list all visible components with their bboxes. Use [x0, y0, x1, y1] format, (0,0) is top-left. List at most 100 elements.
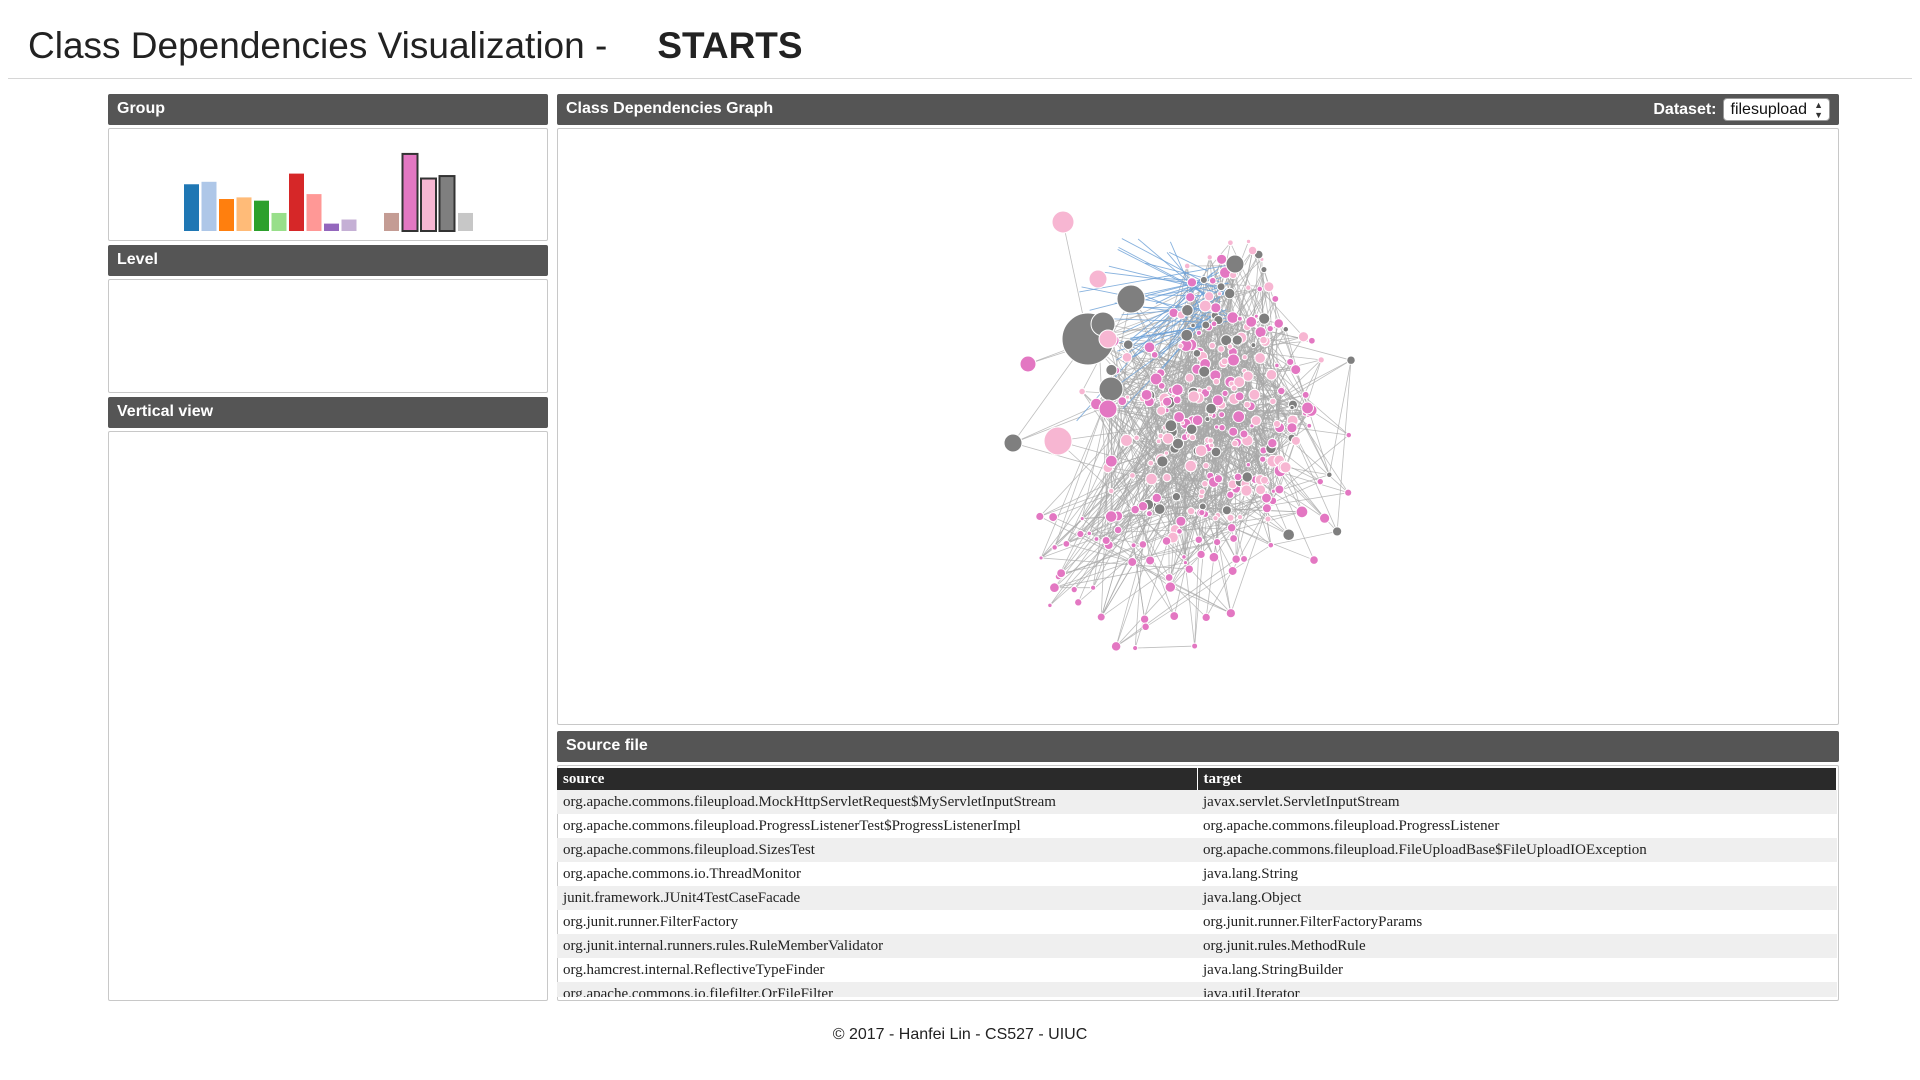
graph-node[interactable] — [1198, 488, 1206, 496]
graph-node[interactable] — [1186, 277, 1198, 288]
graph-node[interactable] — [1233, 376, 1246, 389]
graph-node[interactable] — [1206, 385, 1212, 392]
graph-node[interactable] — [1272, 419, 1282, 428]
group-bar-8[interactable] — [324, 223, 339, 231]
group-bar-0[interactable] — [184, 184, 199, 231]
graph-node[interactable] — [1141, 622, 1150, 632]
graph-node[interactable] — [1230, 384, 1238, 392]
graph-node[interactable] — [1274, 362, 1280, 369]
graph-node[interactable] — [1227, 566, 1238, 576]
graph-node[interactable] — [1145, 510, 1153, 518]
graph-node[interactable] — [1301, 401, 1314, 415]
graph-node[interactable] — [1236, 514, 1244, 521]
graph-node[interactable] — [1062, 539, 1071, 548]
graph-node[interactable] — [1289, 404, 1295, 411]
graph-node[interactable] — [1035, 511, 1045, 522]
graph-node[interactable] — [1245, 462, 1252, 468]
graph-node[interactable] — [1218, 424, 1226, 432]
graph-node[interactable] — [1260, 265, 1268, 274]
graph-node[interactable] — [1231, 439, 1239, 448]
graph-node[interactable] — [1218, 411, 1226, 419]
graph-node[interactable] — [1332, 526, 1343, 537]
group-bar-10[interactable] — [384, 212, 399, 231]
graph-node[interactable] — [1198, 365, 1211, 378]
graph-node[interactable] — [1265, 368, 1278, 381]
column-header-source[interactable]: source — [557, 768, 1198, 790]
graph-node[interactable] — [1098, 399, 1118, 419]
graph-node[interactable] — [1130, 504, 1140, 515]
graph-node[interactable] — [1282, 326, 1290, 333]
graph-node[interactable] — [1047, 602, 1053, 609]
graph-node[interactable] — [1225, 254, 1245, 274]
graph-node[interactable] — [1208, 442, 1215, 449]
graph-node[interactable] — [1056, 568, 1067, 579]
graph-node[interactable] — [1181, 304, 1194, 317]
graph-node[interactable] — [1192, 349, 1202, 358]
graph-node[interactable] — [1198, 299, 1212, 313]
graph-node[interactable] — [1232, 410, 1246, 424]
graph-node[interactable] — [1003, 433, 1023, 453]
graph-node[interactable] — [1308, 336, 1316, 345]
graph-node[interactable] — [1049, 582, 1060, 594]
group-bar-6[interactable] — [289, 173, 304, 231]
graph-node[interactable] — [1239, 429, 1249, 439]
graph-node[interactable] — [1093, 536, 1100, 542]
graph-node[interactable] — [1263, 281, 1275, 293]
group-bar-5[interactable] — [271, 212, 287, 231]
graph-node[interactable] — [1173, 411, 1185, 424]
graph-node[interactable] — [1212, 514, 1219, 522]
group-bar-1[interactable] — [201, 181, 217, 231]
graph-node[interactable] — [1229, 534, 1238, 543]
graph-node[interactable] — [1271, 294, 1280, 303]
graph-node[interactable] — [1213, 474, 1224, 484]
graph-node[interactable] — [1104, 510, 1118, 523]
graph-node[interactable] — [1205, 402, 1217, 415]
graph-node[interactable] — [1211, 394, 1224, 407]
graph-node[interactable] — [1254, 352, 1266, 364]
graph-node[interactable] — [1051, 210, 1075, 234]
graph-node[interactable] — [1201, 320, 1211, 330]
graph-node[interactable] — [1202, 461, 1210, 470]
table-row[interactable]: org.junit.internal.runners.rules.RuleMem… — [557, 934, 1837, 958]
graph-node[interactable] — [1245, 238, 1252, 245]
graph-node[interactable] — [1231, 334, 1243, 346]
graph-node[interactable] — [1164, 581, 1177, 593]
graph-node[interactable] — [1101, 535, 1111, 546]
graph-node[interactable] — [1191, 414, 1204, 427]
table-row[interactable]: org.hamcrest.internal.ReflectiveTypeFind… — [557, 958, 1837, 982]
graph-node[interactable] — [1157, 382, 1166, 390]
graph-node[interactable] — [1295, 505, 1309, 519]
table-row[interactable]: org.apache.commons.io.ThreadMonitor java.… — [557, 862, 1837, 886]
graph-node[interactable] — [1121, 352, 1133, 363]
graph-node[interactable] — [1076, 529, 1085, 539]
graph-node[interactable] — [1140, 388, 1153, 401]
graph-node[interactable] — [1145, 472, 1158, 486]
graph-node[interactable] — [1245, 284, 1252, 291]
column-header-target[interactable]: target — [1197, 768, 1837, 790]
graph-node[interactable] — [1206, 254, 1213, 261]
graph-node[interactable] — [1186, 506, 1196, 516]
group-bar-13[interactable] — [438, 175, 456, 232]
graph-node[interactable] — [1260, 475, 1269, 485]
graph-node[interactable] — [1204, 291, 1215, 302]
graph-node[interactable] — [1248, 388, 1261, 401]
graph-node[interactable] — [1172, 395, 1182, 405]
graph-node[interactable] — [1074, 598, 1083, 607]
graph-node[interactable] — [1182, 560, 1189, 566]
graph-node[interactable] — [1226, 311, 1240, 324]
graph-node[interactable] — [1124, 394, 1131, 400]
graph-node[interactable] — [1346, 355, 1356, 365]
graph-node[interactable] — [1096, 612, 1106, 622]
graph-node[interactable] — [1171, 492, 1182, 502]
graph-node[interactable] — [1181, 554, 1187, 560]
graph-node[interactable] — [1110, 641, 1122, 652]
graph-node[interactable] — [1250, 415, 1262, 427]
group-bar-3[interactable] — [236, 197, 252, 231]
graph-node[interactable] — [1088, 269, 1108, 289]
graph-node[interactable] — [1104, 454, 1118, 468]
table-row[interactable]: org.apache.commons.fileupload.MockHttpSe… — [557, 790, 1837, 814]
graph-node[interactable] — [1163, 450, 1170, 456]
graph-node[interactable] — [1183, 262, 1191, 270]
graph-node[interactable] — [1245, 315, 1258, 328]
graph-node[interactable] — [1210, 302, 1222, 314]
